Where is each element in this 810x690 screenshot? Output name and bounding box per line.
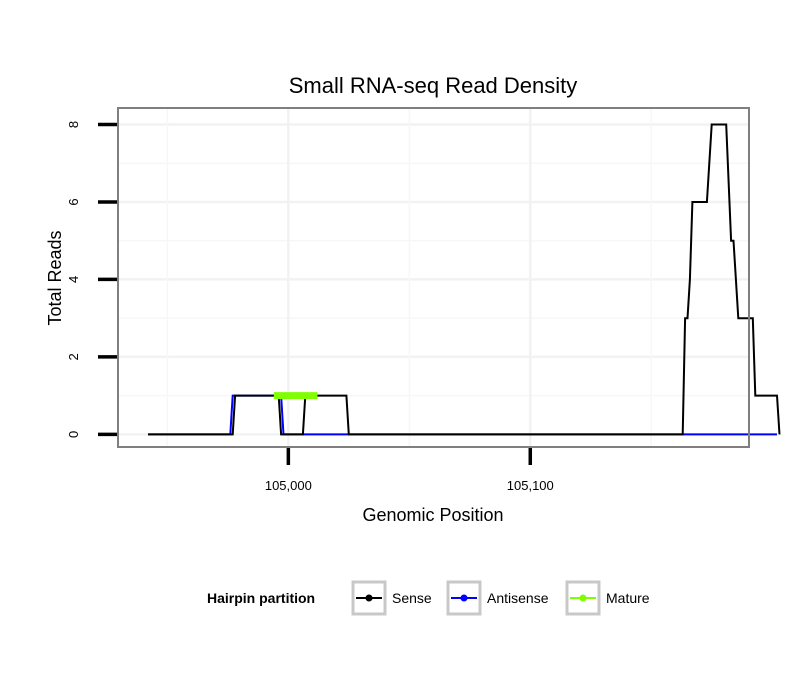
x-tick-label: 105,100 — [507, 478, 554, 493]
legend-title: Hairpin partition — [207, 590, 315, 606]
chart-title: Small RNA-seq Read Density — [289, 73, 578, 98]
x-tick-label: 105,000 — [265, 478, 312, 493]
legend-entry-mature: Mature — [565, 580, 650, 616]
x-axis: 105,000 105,100 — [265, 448, 554, 493]
y-tick-label: 4 — [66, 276, 81, 283]
plot-panel-border — [117, 107, 750, 448]
legend-label-mature: Mature — [606, 590, 650, 606]
series-line-sense — [148, 123, 781, 436]
legend-point-antisense — [460, 594, 468, 602]
x-axis-title: Genomic Position — [362, 505, 503, 525]
legend-point-sense — [365, 594, 373, 602]
y-tick-label: 8 — [66, 121, 81, 128]
y-axis-title: Total Reads — [45, 230, 65, 325]
y-tick-label: 6 — [66, 198, 81, 205]
y-tick-label: 2 — [66, 353, 81, 360]
legend-label-antisense: Antisense — [487, 590, 549, 606]
legend-point-mature — [579, 594, 587, 602]
y-axis: 0 2 4 6 8 — [66, 121, 117, 438]
legend-label-sense: Sense — [392, 590, 432, 606]
legend-entry-sense: Sense — [351, 580, 432, 616]
legend: Hairpin partition Sense Antisense Mature — [207, 580, 650, 616]
series-lines — [148, 123, 781, 436]
y-tick-label: 0 — [66, 431, 81, 438]
legend-entry-antisense: Antisense — [446, 580, 549, 616]
grid-lines — [119, 109, 748, 446]
